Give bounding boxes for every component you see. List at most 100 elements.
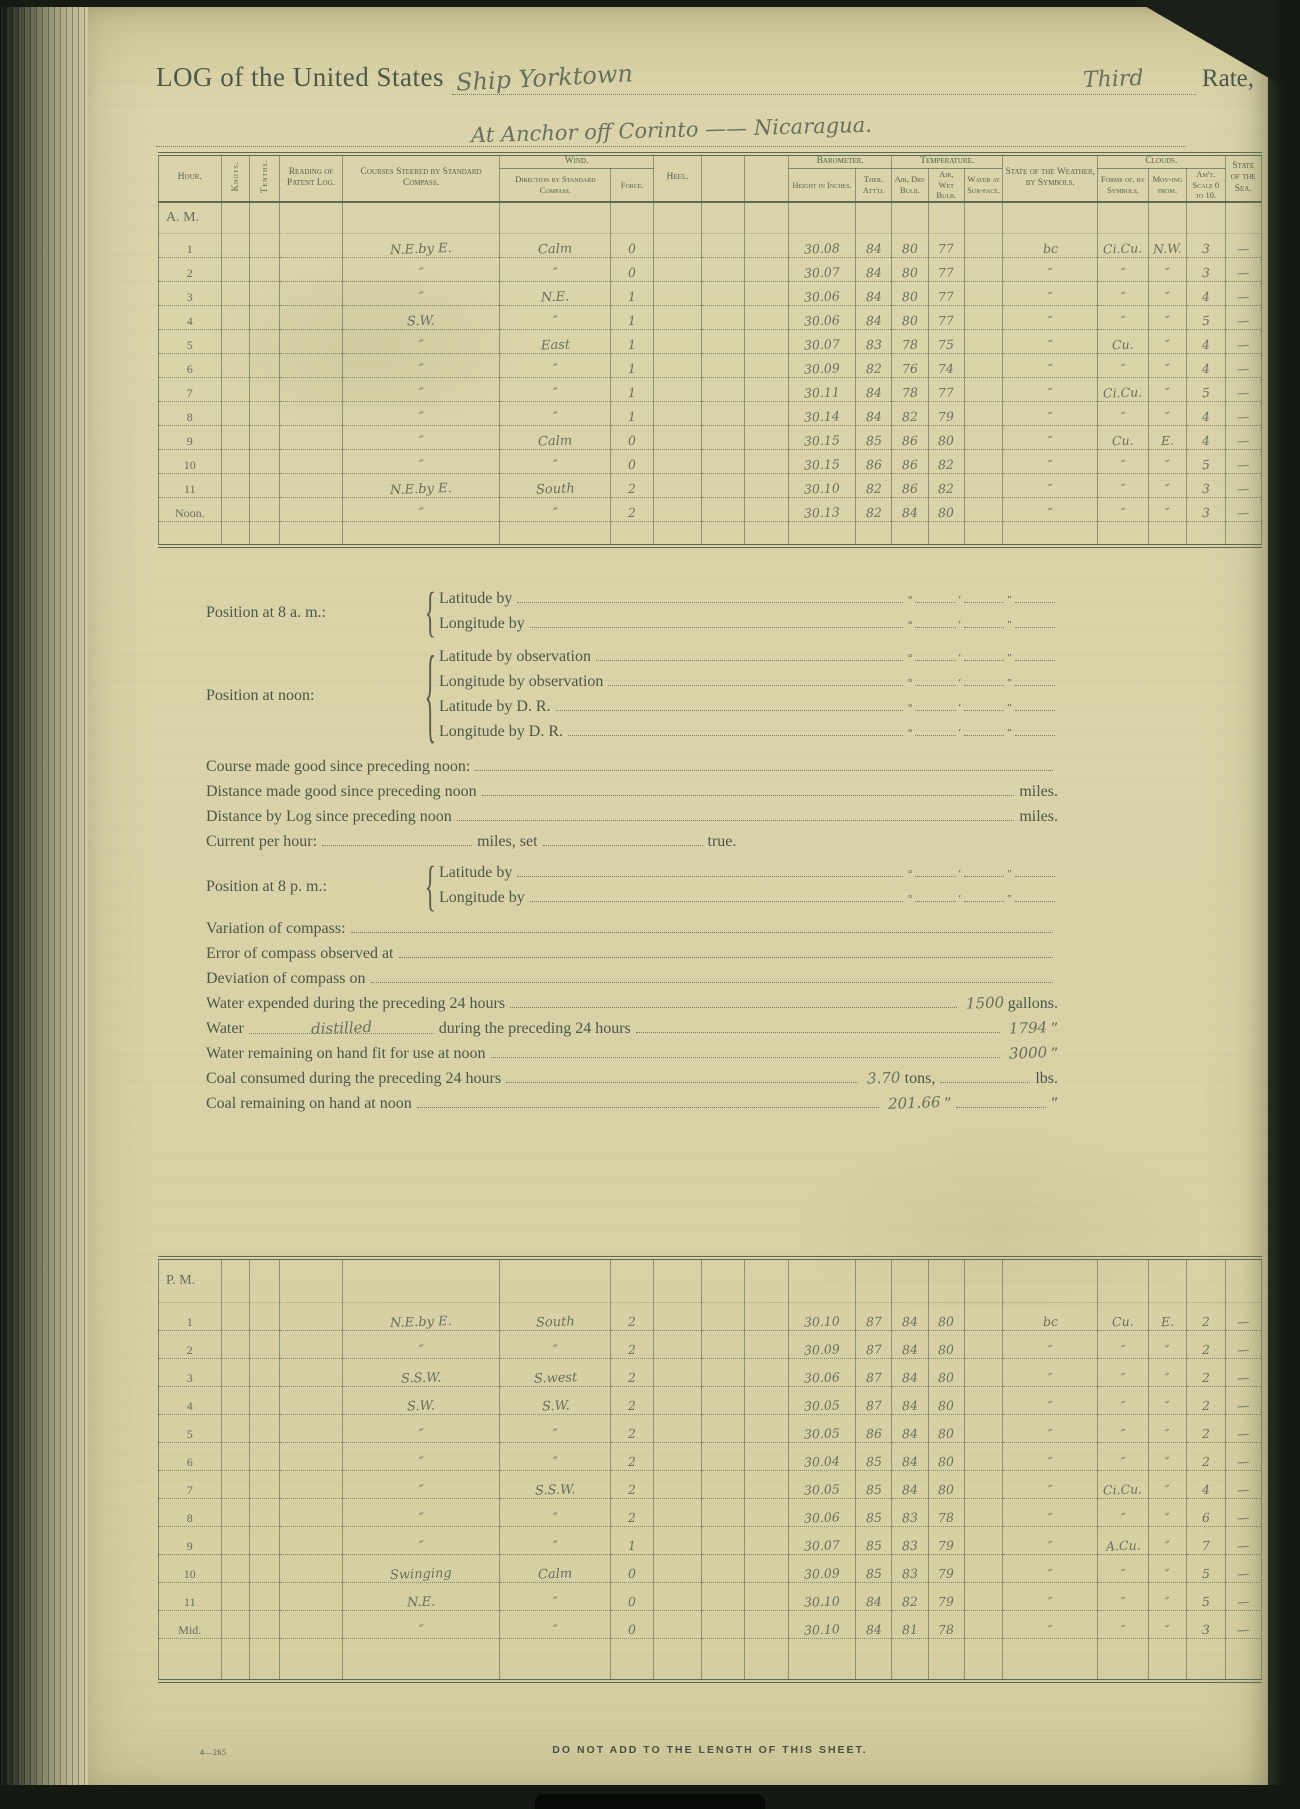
- handwritten-entry: ″: [1120, 1621, 1126, 1638]
- cell-forms: Ci.Cu.: [1097, 233, 1149, 258]
- col-unlabeled-1: [701, 154, 745, 203]
- cell-hour: Noon.: [158, 497, 222, 522]
- cell-b2: [744, 1582, 790, 1611]
- handwritten-entry: South: [535, 481, 575, 498]
- handwritten-entry: —: [1236, 1341, 1250, 1358]
- handwritten-entry: 77: [938, 288, 955, 305]
- handwritten-entry: 83: [901, 1509, 919, 1526]
- cell-reading: [279, 1386, 343, 1415]
- cell-height: 30.09: [788, 353, 856, 378]
- cell-force: 2: [610, 1498, 654, 1527]
- handwritten-entry: 78: [938, 1621, 955, 1638]
- handwritten-entry: S.S.W.: [534, 1482, 576, 1499]
- cell-tenths: [249, 1470, 281, 1499]
- cell-moving: ″: [1148, 449, 1188, 474]
- cell-empty: [279, 1638, 343, 1681]
- cell-dry: 80: [891, 305, 929, 330]
- handwritten-entry: ″: [1164, 264, 1171, 280]
- cell-moving: ″: [1148, 1610, 1188, 1639]
- cell-moving: ″: [1148, 353, 1188, 378]
- cell-height: 30.05: [788, 1414, 856, 1443]
- cell-force: 1: [610, 305, 654, 330]
- lat-dr-label: Latitude by D. R.: [439, 698, 551, 715]
- cell-wsurf: [964, 1414, 1004, 1443]
- cell-sea: —: [1225, 257, 1262, 282]
- cell-b2: [744, 1414, 790, 1443]
- cell-height: 30.06: [788, 1358, 856, 1387]
- cell-reading: [279, 1442, 343, 1471]
- cell-empty: [788, 1638, 856, 1681]
- cell-course: N.E.by E.: [342, 473, 501, 498]
- cell-weather: ″: [1002, 1358, 1099, 1387]
- cell-amt: 5: [1186, 377, 1226, 402]
- cell-sea: —: [1225, 1554, 1262, 1583]
- handwritten-entry: 86: [865, 1425, 882, 1442]
- coal-remaining-line: Coal remaining on hand at noon 201.66 ″ ″: [206, 1093, 1058, 1113]
- handwritten-entry: 4: [1201, 432, 1211, 448]
- coal-consumed-line: Coal consumed during the preceding 24 ho…: [206, 1068, 1058, 1088]
- handwritten-entry: —: [1236, 1369, 1250, 1386]
- cell-empty: [1225, 1638, 1262, 1681]
- cell-forms: [1097, 201, 1149, 234]
- cell-wsurf: [964, 1526, 1004, 1555]
- cell-wind: ″: [499, 497, 612, 522]
- cell-empty: [744, 1638, 790, 1681]
- cell-heel: [653, 1582, 703, 1611]
- handwritten-entry: ″: [1047, 1565, 1053, 1582]
- handwritten-entry: ″: [418, 1426, 424, 1443]
- cell-b1: [701, 1610, 745, 1639]
- handwritten-entry: 30.14: [803, 408, 841, 425]
- cell-heel: [653, 353, 703, 378]
- handwritten-entry: Swinging: [389, 1565, 453, 1583]
- log-row: Noon. ″ ″ 2 30.13 82 84 80 ″ ″ ″ 3 —: [158, 497, 1262, 522]
- cell-wet: 82: [928, 473, 965, 498]
- cell-force: 2: [610, 1302, 654, 1331]
- handwritten-entry: ″: [1120, 1425, 1126, 1442]
- handwritten-entry: 82: [865, 360, 882, 377]
- handwritten-entry: 84: [865, 1593, 882, 1610]
- cell-wind: Calm: [499, 233, 612, 258]
- cell-reading: [279, 1330, 343, 1359]
- lon-dr-label: Longitude by D. R.: [439, 723, 563, 740]
- cell-weather: ″: [1002, 329, 1099, 354]
- cell-weather: ″: [1002, 281, 1099, 306]
- cell-weather: ″: [1002, 1414, 1099, 1443]
- handwritten-entry: 78: [938, 1509, 955, 1526]
- handwritten-entry: 1: [627, 312, 637, 328]
- cell-dry: 82: [891, 401, 929, 426]
- handwritten-entry: 5: [1201, 384, 1211, 400]
- cell-tenths: [249, 497, 281, 522]
- cell-heel: [653, 201, 703, 234]
- cell-course: ″: [342, 1498, 501, 1527]
- cell-tenths: [249, 1258, 281, 1303]
- cell-hour: 5: [158, 1414, 222, 1443]
- log-row: 7 ″ ″ 1 30.11 84 78 77 ″ Ci.Cu. ″ 5 —: [158, 377, 1262, 402]
- cell-dry: [891, 201, 929, 234]
- cell-knots: [221, 305, 250, 330]
- handwritten-entry: 2: [627, 1425, 637, 1442]
- handwritten-entry: 86: [865, 456, 882, 473]
- cell-tenths: [249, 425, 281, 450]
- cell-sea: —: [1225, 401, 1262, 426]
- handwritten-entry: ″: [552, 457, 559, 473]
- cell-b2: [744, 1442, 790, 1471]
- cell-weather: bc: [1002, 233, 1099, 258]
- cell-wsurf: [964, 353, 1004, 378]
- cell-empty: [964, 521, 1004, 546]
- cell-b1: [701, 233, 745, 258]
- log-row: 5 ″ East 1 30.07 83 78 75 ″ Cu. ″ 4 —: [158, 329, 1262, 354]
- cell-height: 30.06: [788, 1498, 856, 1527]
- log-row: 11 N.E.by E. South 2 30.10 82 86 82 ″ ″ ″ 3 —: [158, 473, 1262, 498]
- cell-heel: [653, 473, 703, 498]
- handwritten-entry: —: [1236, 456, 1250, 472]
- cell-sea: —: [1225, 1330, 1262, 1359]
- pm-log-table: P. M. 1 N.E.by E. South 2 30.10 87 84 80 bc Cu. E. 2…: [158, 1256, 1262, 1683]
- cell-wsurf: [964, 1582, 1004, 1611]
- cell-heel: [653, 305, 703, 330]
- cell-reading: [279, 1358, 343, 1387]
- cell-force: 1: [610, 401, 654, 426]
- cell-knots: [221, 257, 250, 282]
- cell-amt: 6: [1186, 1498, 1226, 1527]
- water-distilled-value: 1794: [1008, 1018, 1048, 1038]
